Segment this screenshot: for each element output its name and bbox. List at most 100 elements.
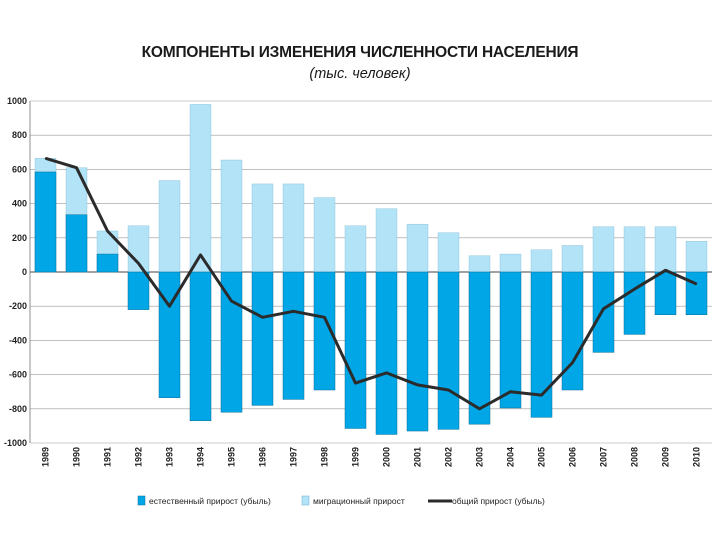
bar-natural: [313, 271, 336, 391]
line-point: [354, 382, 357, 384]
bar-natural: [375, 271, 398, 435]
bar-natural: [189, 271, 212, 422]
x-tick-label: 2009: [661, 447, 671, 467]
bar-migration: [499, 253, 522, 273]
line-point: [75, 166, 78, 169]
bar-natural: [65, 214, 88, 273]
bar-migration: [561, 245, 584, 273]
x-tick-label: 2004: [506, 447, 516, 467]
bar-natural: [96, 253, 119, 273]
line-point: [199, 254, 202, 256]
line-point: [571, 361, 574, 364]
x-tick-label: 1997: [289, 447, 299, 467]
line-point: [540, 394, 543, 396]
line-point: [664, 269, 667, 272]
y-tick-label: -200: [9, 301, 27, 311]
line-point: [261, 316, 264, 319]
bar-migration: [530, 249, 553, 273]
y-tick-label: 200: [12, 233, 27, 243]
x-tick-label: 1991: [103, 447, 113, 467]
x-tick-label: 1999: [351, 447, 361, 467]
x-tick-label: 2001: [413, 447, 423, 467]
x-tick-label: 2005: [537, 447, 547, 467]
bar-natural: [561, 271, 584, 391]
bar-migration: [437, 232, 460, 273]
legend-label: миграционный прирост: [313, 496, 405, 506]
x-tick-label: 2002: [444, 447, 454, 467]
bar-migration: [468, 255, 491, 273]
line-point: [695, 283, 698, 285]
line-total: [45, 156, 698, 411]
line-point: [323, 316, 326, 319]
line-point: [509, 390, 512, 393]
bar-natural: [344, 271, 367, 429]
line-point: [106, 230, 109, 232]
bar-natural: [158, 271, 181, 398]
line-point: [633, 288, 636, 290]
chart-title: КОМПОНЕНТЫ ИЗМЕНЕНИЯ ЧИСЛЕННОСТИ НАСЕЛЕН…: [141, 44, 579, 61]
y-tick-label: 1000: [7, 96, 27, 106]
bar-migration: [220, 159, 243, 273]
bar-natural: [623, 271, 646, 335]
line-point: [385, 372, 388, 374]
x-tick-label: 1990: [72, 447, 82, 467]
bar-natural: [251, 271, 274, 406]
bar-natural: [220, 271, 243, 413]
bar-migration: [313, 197, 336, 273]
y-tick-label: 600: [12, 164, 27, 174]
legend-swatch: [301, 495, 310, 506]
bar-migration: [406, 223, 429, 273]
bar-natural: [685, 271, 708, 315]
bar-migration: [189, 104, 212, 273]
line-point: [168, 305, 171, 308]
legend-label: естественный прирост (убыль): [149, 496, 271, 506]
y-tick-label: 0: [22, 267, 27, 277]
bar-natural: [468, 271, 491, 425]
bar-natural: [437, 271, 460, 430]
bar-natural: [592, 271, 615, 353]
line-point: [478, 408, 481, 410]
x-tick-label: 2007: [599, 447, 609, 467]
bar-natural: [530, 271, 553, 418]
line-point: [447, 389, 450, 391]
bar-migration: [251, 183, 274, 273]
bar-migration: [654, 226, 677, 273]
bar-migration: [158, 180, 181, 273]
x-tick-label: 1992: [134, 447, 144, 467]
x-tick-label: 2010: [692, 447, 702, 467]
bar-natural: [406, 271, 429, 432]
y-tick-label: -400: [9, 335, 27, 345]
x-tick-label: 1994: [196, 447, 206, 467]
bar-migration: [685, 241, 708, 273]
axes: 10008006004002000-200-400-600-800-100019…: [4, 96, 702, 467]
line-point: [230, 300, 233, 302]
x-tick-label: 1993: [165, 447, 175, 467]
y-tick-label: 400: [12, 199, 27, 209]
x-tick-label: 1998: [320, 447, 330, 467]
line-point: [602, 307, 605, 310]
bar-natural: [282, 271, 305, 400]
x-tick-label: 1996: [258, 447, 268, 467]
bar-migration: [282, 183, 305, 273]
bar-migration: [375, 208, 398, 273]
bar-migration: [623, 226, 646, 273]
x-tick-label: 1995: [227, 447, 237, 467]
x-tick-label: 2003: [475, 447, 485, 467]
y-tick-label: -600: [9, 370, 27, 380]
legend-label: общий прирост (убыль): [452, 496, 545, 506]
legend: естественный прирост (убыль) миграционный…: [137, 495, 545, 506]
line-point: [137, 262, 140, 265]
x-tick-label: 2008: [630, 447, 640, 467]
bar-natural: [34, 171, 57, 273]
y-tick-label: -800: [9, 404, 27, 414]
line-point: [416, 384, 419, 386]
bar-natural: [499, 271, 522, 409]
legend-swatch: [137, 495, 146, 506]
x-tick-label: 1989: [41, 447, 51, 467]
total-line: [44, 156, 698, 411]
bar-migration: [344, 225, 367, 273]
x-tick-label: 2000: [382, 447, 392, 467]
bars: [34, 104, 708, 435]
line-point: [292, 310, 295, 313]
